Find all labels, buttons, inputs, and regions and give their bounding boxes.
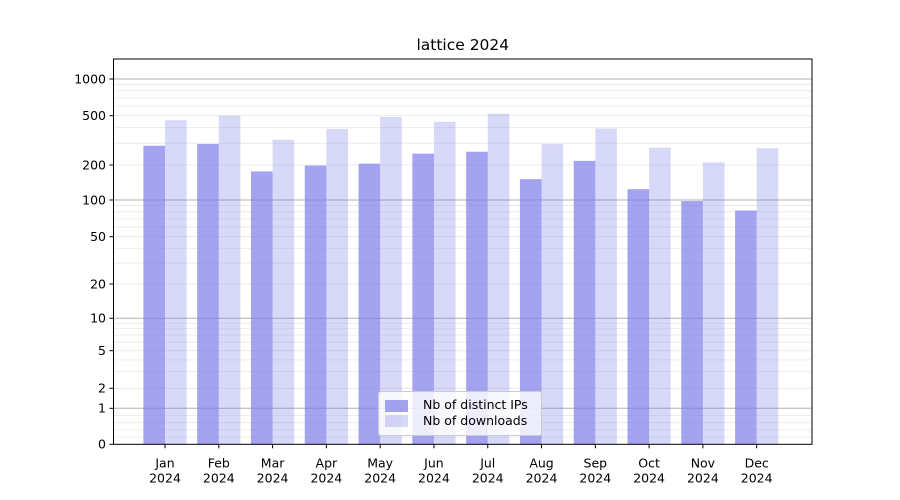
chart-title: lattice 2024 xyxy=(416,36,509,54)
legend-label-distinct-ips: Nb of distinct IPs xyxy=(423,397,528,413)
legend-entry-downloads: Nb of downloads xyxy=(385,415,535,428)
y-tick-label: 2 xyxy=(98,381,106,396)
y-tick-label: 50 xyxy=(90,229,106,244)
x-tick-label-year: 2024 xyxy=(203,471,235,486)
x-tick-label-year: 2024 xyxy=(633,471,665,486)
x-tick-label-year: 2024 xyxy=(687,471,719,486)
bar-downloads xyxy=(702,162,725,445)
legend-label-downloads: Nb of downloads xyxy=(423,413,528,429)
bar-downloads xyxy=(433,121,456,445)
x-tick-label-month: Jan xyxy=(154,456,174,471)
y-tick-label: 500 xyxy=(82,108,106,123)
x-tick-label-year: 2024 xyxy=(310,471,342,486)
x-tick-label-year: 2024 xyxy=(149,471,181,486)
axes: 01251020501002005001000Jan2024Feb2024Mar… xyxy=(74,58,813,486)
y-tick-label: 100 xyxy=(82,192,106,207)
x-tick-label-month: Jun xyxy=(423,456,444,471)
bar-distinct-ips xyxy=(735,210,757,445)
bar-distinct-ips xyxy=(681,201,703,445)
y-tick-label: 20 xyxy=(90,276,106,291)
bar-downloads xyxy=(380,116,402,445)
x-tick-label-year: 2024 xyxy=(257,471,289,486)
plot-border xyxy=(113,58,813,445)
x-tick-label-month: Mar xyxy=(261,456,285,471)
bar-distinct-ips xyxy=(573,160,596,445)
bar-distinct-ips xyxy=(358,163,381,445)
bar-downloads xyxy=(541,144,564,445)
x-tick-label-year: 2024 xyxy=(364,471,396,486)
x-tick-label-month: Nov xyxy=(691,456,716,471)
x-tick-label-month: Apr xyxy=(316,456,338,471)
x-tick-label-month: Feb xyxy=(208,456,230,471)
x-tick-label-month: Oct xyxy=(638,456,660,471)
y-tick-label: 1 xyxy=(98,401,106,416)
bar-distinct-ips xyxy=(627,189,650,445)
bar-distinct-ips xyxy=(412,153,434,445)
y-tick-label: 1000 xyxy=(74,71,106,86)
bar-downloads xyxy=(218,115,241,445)
x-tick-label-year: 2024 xyxy=(579,471,611,486)
bar-distinct-ips xyxy=(250,171,273,445)
bar-downloads xyxy=(272,139,295,445)
legend-entry-distinct-ips: Nb of distinct IPs xyxy=(385,399,535,412)
x-tick-label-year: 2024 xyxy=(741,471,773,486)
x-tick-label-month: Sep xyxy=(584,456,608,471)
bars xyxy=(143,113,779,445)
y-tick-label: 200 xyxy=(82,157,106,172)
bar-distinct-ips xyxy=(304,165,327,445)
x-tick-label-month: May xyxy=(367,456,393,471)
bar-downloads xyxy=(595,128,617,445)
bar-distinct-ips xyxy=(466,151,488,445)
bar-downloads xyxy=(756,148,779,445)
x-tick-label-month: Aug xyxy=(529,456,553,471)
y-tick-label: 5 xyxy=(98,343,106,358)
legend-swatch-downloads xyxy=(385,415,408,428)
y-tick-label: 0 xyxy=(98,437,106,452)
bar-distinct-ips xyxy=(197,143,219,445)
x-tick-label-month: Dec xyxy=(745,456,769,471)
y-tick-label: 10 xyxy=(90,311,106,326)
bar-distinct-ips xyxy=(143,145,165,445)
bar-distinct-ips xyxy=(519,179,542,445)
x-tick-label-year: 2024 xyxy=(526,471,558,486)
bar-downloads xyxy=(326,129,348,445)
x-tick-label-year: 2024 xyxy=(472,471,504,486)
x-tick-label-year: 2024 xyxy=(418,471,450,486)
bar-downloads xyxy=(165,120,187,445)
legend: Nb of distinct IPs Nb of downloads xyxy=(378,391,542,436)
bar-downloads xyxy=(487,113,510,445)
x-tick-label-month: Jul xyxy=(479,456,495,471)
bar-downloads xyxy=(649,147,671,445)
legend-swatch-distinct-ips xyxy=(385,399,408,412)
